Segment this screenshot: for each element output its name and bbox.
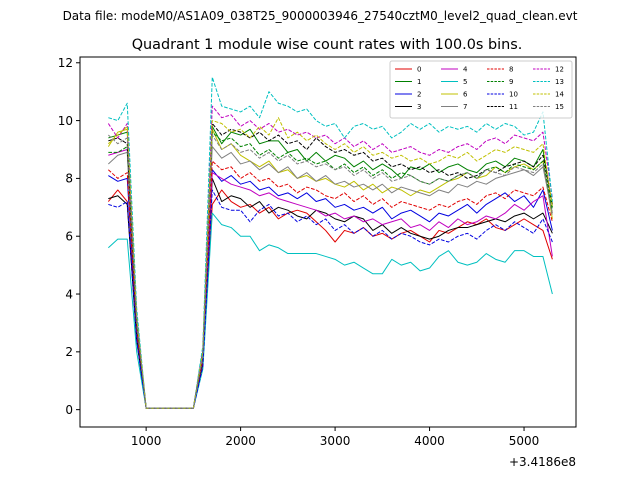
- x-axis: 1000 2000 3000 4000 5000: [131, 427, 539, 448]
- series-line-9: [108, 131, 553, 409]
- legend-label-6: 6: [463, 91, 468, 99]
- y-tick-label: 10: [58, 114, 73, 128]
- y-tick-label: 8: [65, 172, 73, 186]
- x-axis-offset-label: +3.4186e8: [509, 455, 576, 469]
- legend-label-7: 7: [463, 103, 467, 111]
- legend-label-2: 2: [417, 91, 421, 99]
- legend-label-1: 1: [417, 78, 421, 86]
- x-tick-label: 4000: [414, 434, 445, 448]
- series-line-0: [107, 189, 553, 409]
- x-tick-label: 3000: [320, 434, 351, 448]
- legend-label-9: 9: [509, 78, 513, 86]
- x-tick-label: 1000: [131, 434, 162, 448]
- legend-label-11: 11: [509, 103, 518, 111]
- legend-label-0: 0: [417, 66, 421, 74]
- series-line-15: [108, 134, 553, 409]
- y-tick-label: 6: [65, 230, 73, 244]
- y-axis: 0 2 4 6 8 10 12: [58, 56, 80, 417]
- axes-frame: [79, 56, 577, 428]
- series-layer: [107, 76, 553, 409]
- series-line-2: [108, 169, 553, 409]
- y-tick-label: 0: [65, 403, 73, 417]
- series-line-13: [108, 76, 553, 409]
- series-line-11: [108, 122, 553, 409]
- x-tick-label: 5000: [509, 434, 540, 448]
- series-line-12: [107, 105, 553, 409]
- plot-area: [79, 56, 577, 428]
- series-line-3: [108, 177, 553, 409]
- series-line-6: [107, 128, 553, 409]
- legend-label-13: 13: [555, 78, 564, 86]
- legend-label-10: 10: [509, 91, 518, 99]
- x-tick-label: 2000: [225, 434, 256, 448]
- legend-label-5: 5: [463, 78, 467, 86]
- legend-label-15: 15: [555, 103, 564, 111]
- legend-label-3: 3: [417, 103, 421, 111]
- y-tick-label: 4: [65, 287, 73, 301]
- chart-title: Quadrant 1 module wise count rates with …: [132, 37, 523, 53]
- legend-label-4: 4: [463, 66, 468, 74]
- legend-frame: [389, 60, 573, 119]
- series-line-1: [108, 125, 553, 409]
- series-line-4: [108, 149, 553, 409]
- y-tick-label: 12: [58, 56, 73, 70]
- chart-suptitle: Data file: modeM0/AS1A09_038T25_90000039…: [63, 9, 578, 23]
- series-line-10: [108, 189, 553, 409]
- legend-label-14: 14: [555, 91, 564, 99]
- series-line-5: [108, 212, 553, 409]
- legend-label-12: 12: [555, 66, 564, 74]
- legend-label-8: 8: [509, 66, 513, 74]
- series-line-7: [108, 146, 553, 409]
- series-line-8: [108, 160, 553, 409]
- y-tick-label: 2: [65, 345, 73, 359]
- series-line-14: [108, 117, 553, 409]
